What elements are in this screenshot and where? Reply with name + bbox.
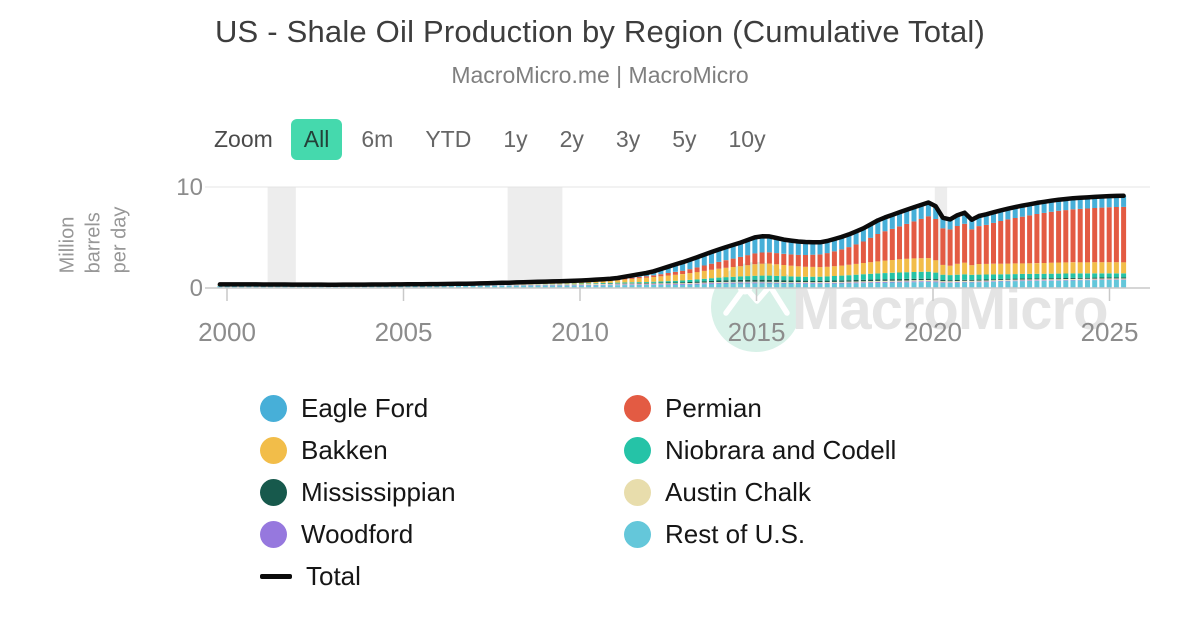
legend-item-mississippian[interactable]: Mississippian	[260, 471, 624, 513]
zoom-range-all-button[interactable]: All	[290, 118, 343, 160]
legend-item-eagle-ford[interactable]: Eagle Ford	[260, 387, 624, 429]
x-tick-label-2025: 2025	[1081, 317, 1139, 347]
legend-item-bakken[interactable]: Bakken	[260, 429, 624, 471]
legend-column-1: Eagle Ford Bakken Mississippian Woodford Tot…	[260, 387, 624, 597]
zoom-range-6m-button[interactable]: 6m	[348, 119, 406, 160]
legend-dot-marker	[624, 478, 651, 506]
x-tick-label-2005: 2005	[375, 317, 433, 347]
zoom-range-3y-button[interactable]: 3y	[603, 119, 653, 160]
x-tick-label-2020: 2020	[904, 317, 962, 347]
y-tick-label-0: 0	[190, 275, 203, 302]
legend-dot-marker	[624, 394, 651, 422]
y-axis-title-line3: per day	[108, 206, 130, 274]
legend: Eagle Ford Bakken Mississippian Woodford Tot…	[260, 387, 896, 597]
x-axis-ticks: 2000 2005 2010 2015 2020 2025	[198, 288, 1138, 347]
legend-item-label: Niobrara and Codell	[665, 434, 897, 465]
legend-item-label: Permian	[665, 392, 762, 423]
zoom-range-1y-button[interactable]: 1y	[490, 119, 540, 160]
legend-dot-marker	[260, 520, 287, 548]
legend-item-austin-chalk[interactable]: Austin Chalk	[624, 471, 896, 513]
x-tick-label-2010: 2010	[551, 317, 609, 347]
legend-item-woodford[interactable]: Woodford	[260, 513, 624, 555]
legend-item-label: Woodford	[301, 518, 414, 549]
legend-item-niobrara-and-codell[interactable]: Niobrara and Codell	[624, 429, 896, 471]
legend-item-total[interactable]: Total	[260, 555, 624, 597]
y-axis-ticks: 0 10	[176, 174, 203, 302]
y-axis-title-line2: barrels	[82, 212, 104, 274]
zoom-buttons-group: All 6m YTD 1y 2y 3y 5y 10y	[290, 118, 779, 160]
zoom-range-toolbar: Zoom All 6m YTD 1y 2y 3y 5y 10y	[214, 116, 779, 162]
y-axis-title-line1: Million	[56, 216, 78, 274]
legend-item-label: Rest of U.S.	[665, 518, 806, 549]
legend-column-2: Permian Niobrara and Codell Austin Chalk Re…	[624, 387, 896, 597]
zoom-range-5y-button[interactable]: 5y	[659, 119, 709, 160]
legend-item-label: Eagle Ford	[301, 392, 429, 423]
x-tick-label-2000: 2000	[198, 317, 256, 347]
legend-item-label: Mississippian	[301, 476, 456, 507]
legend-item-permian[interactable]: Permian	[624, 387, 896, 429]
legend-dot-marker	[260, 478, 287, 506]
page-title: US - Shale Oil Production by Region (Cum…	[214, 14, 986, 49]
zoom-range-10y-button[interactable]: 10y	[716, 119, 779, 160]
chart-subtitle: MacroMicro.me | MacroMicro	[451, 62, 749, 88]
x-tick-label-2015: 2015	[728, 317, 786, 347]
legend-item-rest-of-u-s-[interactable]: Rest of U.S.	[624, 513, 896, 555]
legend-dot-marker	[260, 394, 287, 422]
zoom-label: Zoom	[214, 125, 273, 152]
legend-item-label: Bakken	[301, 434, 388, 465]
legend-item-label: Austin Chalk	[665, 476, 811, 507]
legend-item-label: Total	[306, 560, 361, 591]
legend-dot-marker	[260, 436, 287, 464]
zoom-range-ytd-button[interactable]: YTD	[412, 119, 484, 160]
y-tick-label-10: 10	[176, 174, 203, 201]
y-axis-title: Million barrels per day	[18, 170, 168, 310]
legend-line-marker	[260, 573, 292, 579]
legend-dot-marker	[624, 436, 651, 464]
stacked-bars	[217, 195, 1127, 288]
total-line	[217, 193, 1126, 287]
zoom-range-2y-button[interactable]: 2y	[547, 119, 597, 160]
legend-dot-marker	[624, 520, 651, 548]
